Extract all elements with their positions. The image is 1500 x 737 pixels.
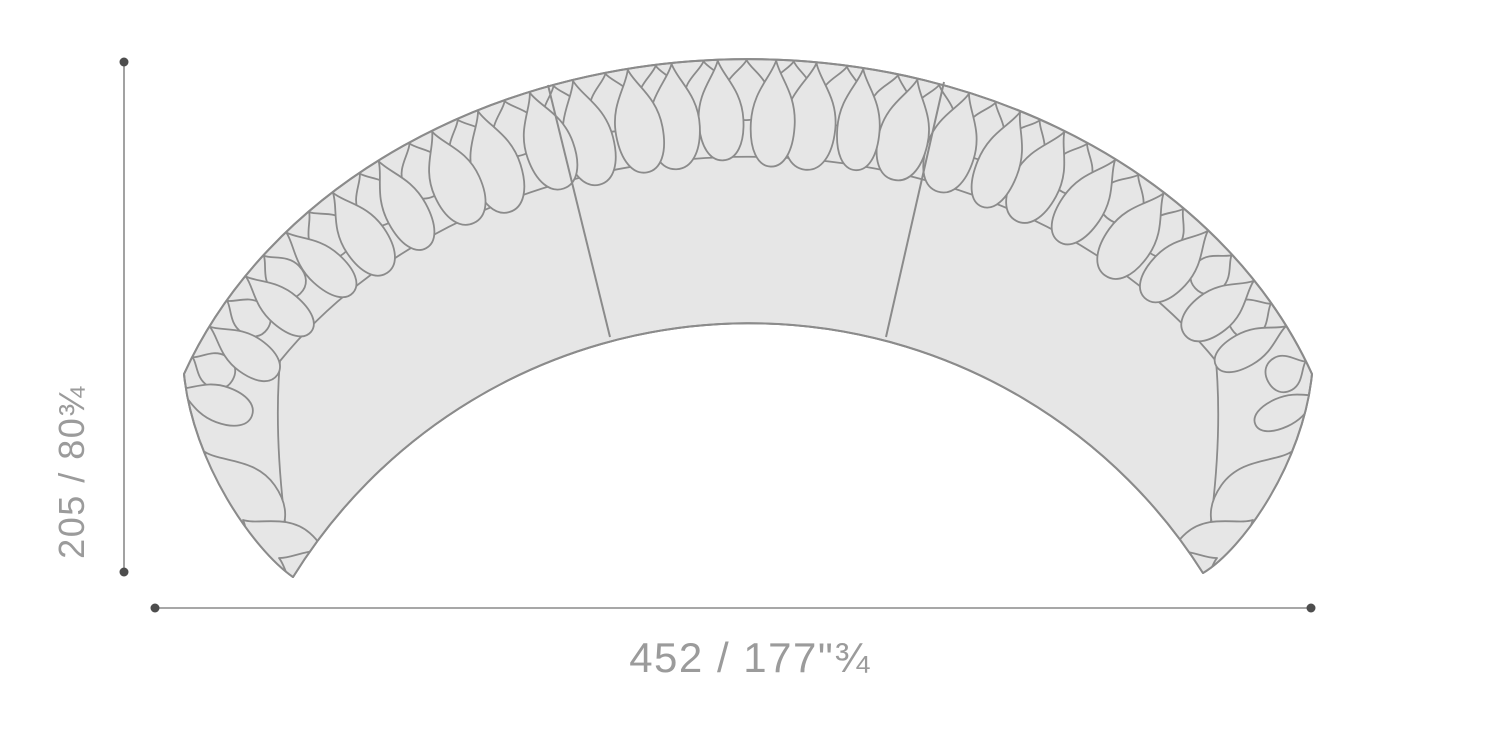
backrest-pebble [1180, 279, 1255, 343]
sofa-outline-restroke [183, 58, 1313, 578]
height-dimension-label: 205 / 80¾ [51, 385, 92, 559]
backrest-pebble [836, 68, 881, 172]
backrest-pebble [1005, 130, 1066, 224]
backrest-pebble [184, 383, 254, 427]
dimension-endpoint-dot [150, 603, 160, 613]
backrest-pebble [749, 59, 796, 168]
backrest-pebble [191, 352, 237, 390]
backrest-pebble [285, 231, 358, 299]
backrest-pebble [208, 325, 281, 382]
backrest-pebble [1189, 254, 1233, 296]
dimension-endpoint-dot [1306, 603, 1316, 613]
height-dimension: 205 / 80¾ [51, 57, 129, 577]
backrest-pebble [697, 59, 745, 162]
backrest-pebble [614, 68, 665, 174]
segment-divider-right [885, 81, 945, 338]
backrest-pebble [875, 78, 930, 182]
width-dimension: 452 / 177"¾ [150, 603, 1316, 681]
backrest-pebble [244, 275, 315, 338]
backrest-pebble [1096, 192, 1165, 280]
backrest-pebble [1050, 158, 1116, 246]
backrest-pebble [332, 191, 396, 277]
backrest-pebble [1139, 229, 1209, 304]
backrest-pebble [1253, 393, 1312, 433]
backrest-pebble [522, 91, 579, 191]
backrest-pebble [226, 298, 272, 338]
dimension-endpoint-dot [119, 567, 129, 577]
segment-divider-left [547, 84, 611, 338]
width-dimension-label: 452 / 177"¾ [629, 634, 871, 681]
backrest-pebble [1213, 325, 1287, 374]
backrest-pebble [1264, 354, 1307, 394]
backrest-pebble [428, 130, 487, 226]
backrest-pebble [970, 111, 1023, 209]
backrest-pebble [377, 160, 436, 251]
dimension-endpoint-dot [119, 57, 129, 67]
backrest-pebble [782, 62, 837, 171]
backrest-pebble [922, 92, 978, 194]
